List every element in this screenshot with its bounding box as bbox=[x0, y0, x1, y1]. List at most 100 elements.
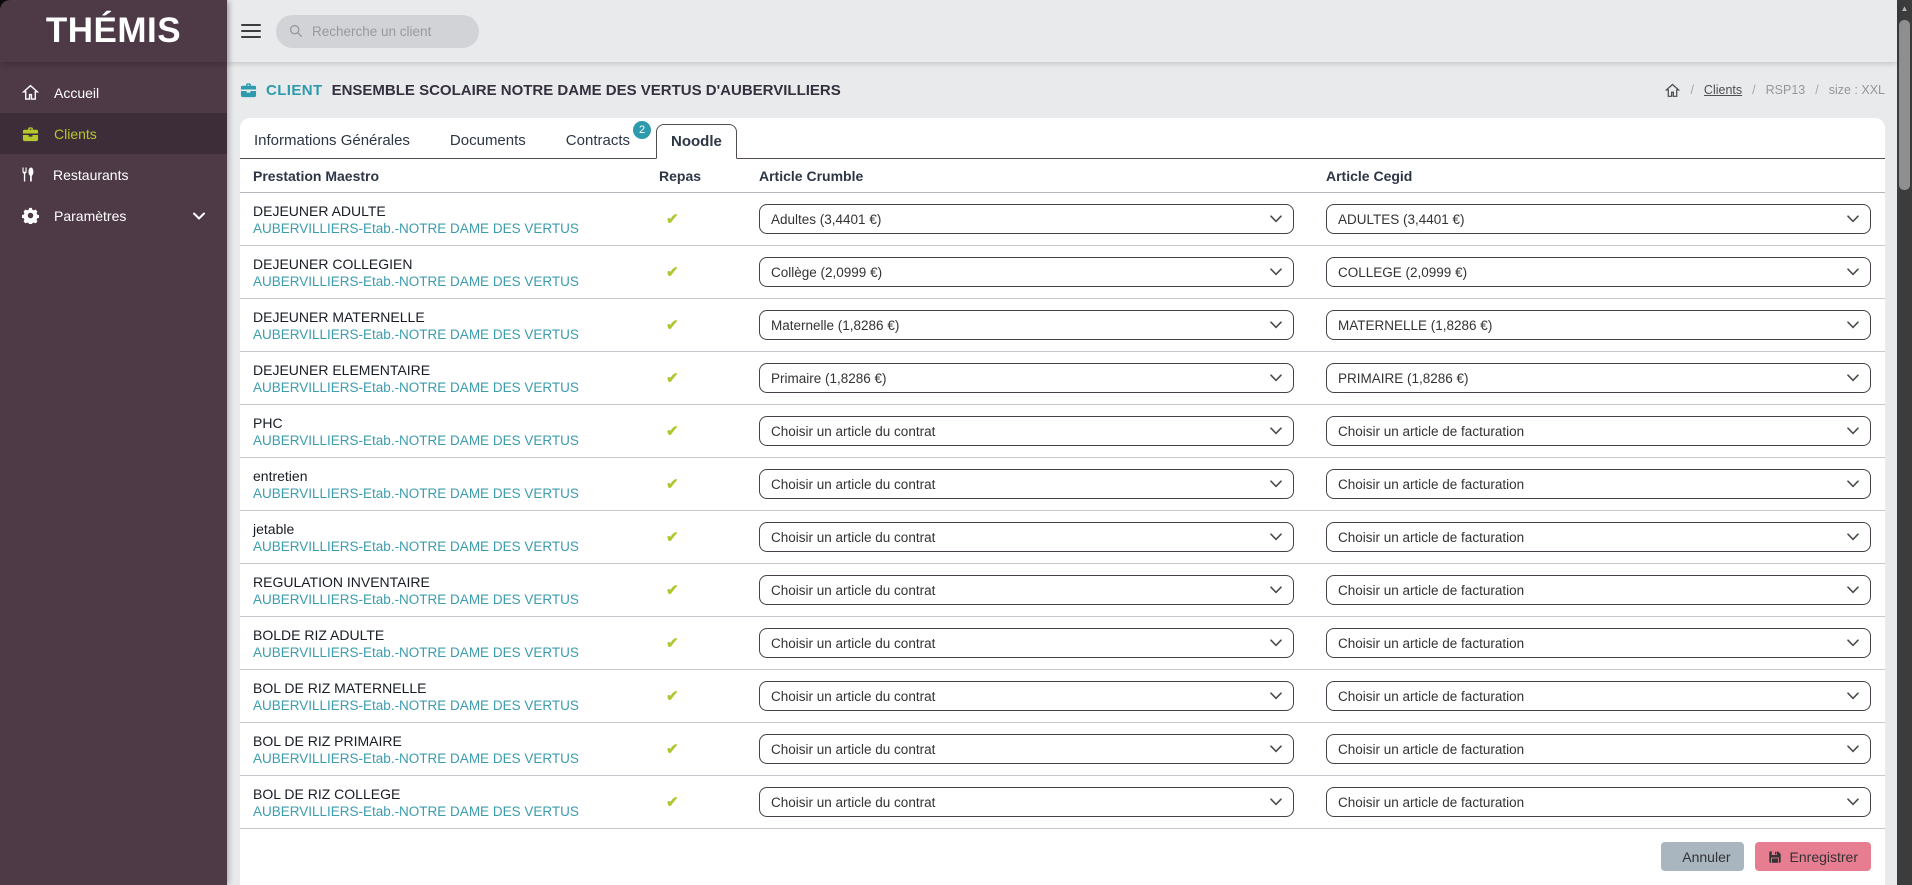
article-crumble-select[interactable]: Choisir un article du contrat bbox=[759, 681, 1294, 711]
check-icon: ✔ bbox=[666, 581, 679, 599]
table-row: PHC AUBERVILLIERS-Etab.-NOTRE DAME DES V… bbox=[240, 405, 1885, 458]
prestation-title: BOL DE RIZ COLLEGE bbox=[253, 785, 401, 802]
column-header-article-cegid: Article Cegid bbox=[1326, 167, 1413, 184]
tab-documents[interactable]: Documents bbox=[449, 132, 526, 149]
prestation-etablissement-link[interactable]: AUBERVILLIERS-Etab.-NOTRE DAME DES VERTU… bbox=[253, 697, 579, 713]
home-icon[interactable] bbox=[1665, 83, 1681, 98]
article-cegid-select[interactable]: ADULTES (3,4401 €) bbox=[1326, 204, 1871, 234]
tab-informations-generales[interactable]: Informations Générales bbox=[254, 132, 410, 149]
menu-toggle-button[interactable] bbox=[241, 23, 261, 39]
article-cegid-select[interactable]: Choisir un article de facturation bbox=[1326, 575, 1871, 605]
tab-contracts[interactable]: Contracts 2 bbox=[552, 121, 651, 158]
content: CLIENT ENSEMBLE SCOLAIRE NOTRE DAME DES … bbox=[227, 62, 1897, 885]
article-cegid-select[interactable]: Choisir un article de facturation bbox=[1326, 734, 1871, 764]
chevron-down-icon bbox=[1839, 427, 1859, 435]
chevron-down-icon bbox=[1262, 692, 1282, 700]
chevron-down-icon bbox=[193, 212, 205, 220]
table-row: jetable AUBERVILLIERS-Etab.-NOTRE DAME D… bbox=[240, 511, 1885, 564]
column-header-repas: Repas bbox=[659, 167, 702, 184]
article-crumble-select[interactable]: Choisir un article du contrat bbox=[759, 416, 1294, 446]
search-icon bbox=[289, 24, 303, 38]
prestation-title: DEJEUNER ADULTE bbox=[253, 202, 386, 219]
main-area: Recherche un client CLIENT ENSEMBLE SCOL… bbox=[227, 0, 1897, 885]
prestation-etablissement-link[interactable]: AUBERVILLIERS-Etab.-NOTRE DAME DES VERTU… bbox=[253, 326, 579, 342]
prestation-title: PHC bbox=[253, 414, 283, 431]
sidebar-item-parametres[interactable]: Paramètres bbox=[0, 195, 227, 236]
prestation-etablissement-link[interactable]: AUBERVILLIERS-Etab.-NOTRE DAME DES VERTU… bbox=[253, 591, 579, 607]
chevron-down-icon bbox=[1262, 798, 1282, 806]
article-crumble-select[interactable]: Choisir un article du contrat bbox=[759, 787, 1294, 817]
article-crumble-select[interactable]: Choisir un article du contrat bbox=[759, 575, 1294, 605]
sidebar-item-restaurants[interactable]: Restaurants bbox=[0, 154, 227, 195]
tab-noodle[interactable]: Noodle bbox=[656, 124, 737, 159]
chevron-down-icon bbox=[1262, 745, 1282, 753]
sidebar-item-label: Clients bbox=[54, 125, 97, 142]
article-crumble-select[interactable]: Choisir un article du contrat bbox=[759, 522, 1294, 552]
check-icon: ✔ bbox=[666, 634, 679, 652]
sidebar-item-accueil[interactable]: Accueil bbox=[0, 72, 227, 113]
prestation-etablissement-link[interactable]: AUBERVILLIERS-Etab.-NOTRE DAME DES VERTU… bbox=[253, 538, 579, 554]
vertical-scrollbar[interactable]: ▲ bbox=[1897, 0, 1912, 885]
contracts-count-badge: 2 bbox=[633, 121, 651, 139]
cancel-label: Annuler bbox=[1682, 848, 1731, 865]
breadcrumb: / Clients / RSP13 / size : XXL bbox=[1665, 83, 1885, 98]
breadcrumb-link-clients[interactable]: Clients bbox=[1703, 83, 1743, 97]
article-crumble-select[interactable]: Choisir un article du contrat bbox=[759, 628, 1294, 658]
prestation-etablissement-link[interactable]: AUBERVILLIERS-Etab.-NOTRE DAME DES VERTU… bbox=[253, 220, 579, 236]
app-logo: THÉMIS bbox=[0, 0, 227, 62]
prestation-title: DEJEUNER ELEMENTAIRE bbox=[253, 361, 431, 378]
article-crumble-select[interactable]: Primaire (1,8286 €) bbox=[759, 363, 1294, 393]
article-crumble-select[interactable]: Adultes (3,4401 €) bbox=[759, 204, 1294, 234]
chevron-down-icon bbox=[1262, 268, 1282, 276]
chevron-down-icon bbox=[1262, 427, 1282, 435]
table-row: BOL DE RIZ COLLEGE AUBERVILLIERS-Etab.-N… bbox=[240, 776, 1885, 829]
column-header-article-crumble: Article Crumble bbox=[759, 167, 864, 184]
prestation-etablissement-link[interactable]: AUBERVILLIERS-Etab.-NOTRE DAME DES VERTU… bbox=[253, 379, 579, 395]
article-crumble-select[interactable]: Collège (2,0999 €) bbox=[759, 257, 1294, 287]
table-row: BOLDE RIZ ADULTE AUBERVILLIERS-Etab.-NOT… bbox=[240, 617, 1885, 670]
prestation-title: entretien bbox=[253, 467, 308, 484]
table-row: DEJEUNER MATERNELLE AUBERVILLIERS-Etab.-… bbox=[240, 299, 1885, 352]
prestation-etablissement-link[interactable]: AUBERVILLIERS-Etab.-NOTRE DAME DES VERTU… bbox=[253, 803, 579, 819]
article-cegid-select[interactable]: COLLEGE (2,0999 €) bbox=[1326, 257, 1871, 287]
chevron-down-icon bbox=[1839, 692, 1859, 700]
prestation-etablissement-link[interactable]: AUBERVILLIERS-Etab.-NOTRE DAME DES VERTU… bbox=[253, 644, 579, 660]
article-crumble-select[interactable]: Choisir un article du contrat bbox=[759, 734, 1294, 764]
scroll-up-arrow-icon[interactable]: ▲ bbox=[1900, 4, 1909, 13]
prestation-title: BOL DE RIZ MATERNELLE bbox=[253, 679, 427, 696]
sidebar-item-label: Restaurants bbox=[53, 166, 129, 183]
check-icon: ✔ bbox=[666, 422, 679, 440]
article-cegid-select[interactable]: PRIMAIRE (1,8286 €) bbox=[1326, 363, 1871, 393]
page-header: CLIENT ENSEMBLE SCOLAIRE NOTRE DAME DES … bbox=[240, 62, 1885, 118]
chevron-down-icon bbox=[1839, 374, 1859, 382]
article-crumble-select[interactable]: Maternelle (1,8286 €) bbox=[759, 310, 1294, 340]
article-cegid-select[interactable]: Choisir un article de facturation bbox=[1326, 522, 1871, 552]
article-cegid-select[interactable]: Choisir un article de facturation bbox=[1326, 787, 1871, 817]
check-icon: ✔ bbox=[666, 793, 679, 811]
prestation-etablissement-link[interactable]: AUBERVILLIERS-Etab.-NOTRE DAME DES VERTU… bbox=[253, 273, 579, 289]
form-actions: Annuler Enregistrer bbox=[240, 842, 1885, 885]
article-cegid-select[interactable]: Choisir un article de facturation bbox=[1326, 416, 1871, 446]
check-icon: ✔ bbox=[666, 263, 679, 281]
article-cegid-select[interactable]: Choisir un article de facturation bbox=[1326, 681, 1871, 711]
prestation-etablissement-link[interactable]: AUBERVILLIERS-Etab.-NOTRE DAME DES VERTU… bbox=[253, 485, 579, 501]
save-button[interactable]: Enregistrer bbox=[1754, 842, 1871, 871]
sidebar-item-clients[interactable]: Clients bbox=[0, 113, 227, 154]
article-cegid-select[interactable]: MATERNELLE (1,8286 €) bbox=[1326, 310, 1871, 340]
prestation-etablissement-link[interactable]: AUBERVILLIERS-Etab.-NOTRE DAME DES VERTU… bbox=[253, 432, 579, 448]
check-icon: ✔ bbox=[666, 316, 679, 334]
briefcase-icon bbox=[240, 82, 257, 98]
topbar: Recherche un client bbox=[227, 0, 1897, 62]
chevron-down-icon bbox=[1262, 533, 1282, 541]
search-input[interactable]: Recherche un client bbox=[276, 14, 479, 48]
scrollbar-thumb[interactable] bbox=[1899, 20, 1910, 190]
check-icon: ✔ bbox=[666, 475, 679, 493]
article-cegid-select[interactable]: Choisir un article de facturation bbox=[1326, 628, 1871, 658]
cancel-button[interactable]: Annuler bbox=[1661, 842, 1744, 871]
article-cegid-select[interactable]: Choisir un article de facturation bbox=[1326, 469, 1871, 499]
table-row: DEJEUNER ELEMENTAIRE AUBERVILLIERS-Etab.… bbox=[240, 352, 1885, 405]
prestation-etablissement-link[interactable]: AUBERVILLIERS-Etab.-NOTRE DAME DES VERTU… bbox=[253, 750, 579, 766]
article-crumble-select[interactable]: Choisir un article du contrat bbox=[759, 469, 1294, 499]
entity-header: CLIENT ENSEMBLE SCOLAIRE NOTRE DAME DES … bbox=[240, 82, 841, 99]
